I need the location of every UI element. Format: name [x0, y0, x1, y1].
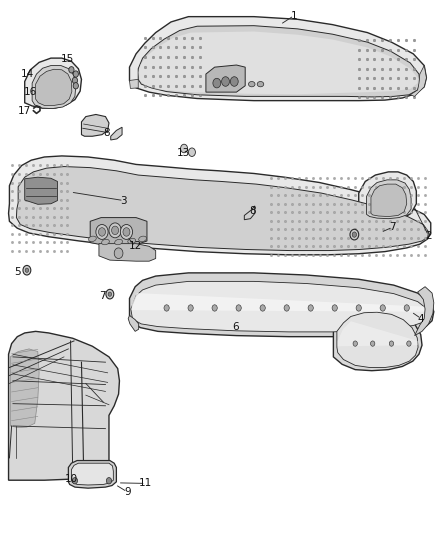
Circle shape: [164, 305, 169, 311]
Polygon shape: [81, 115, 109, 136]
Polygon shape: [415, 287, 434, 336]
Circle shape: [99, 228, 106, 236]
Text: 14: 14: [21, 69, 35, 79]
Circle shape: [332, 305, 337, 311]
Polygon shape: [130, 273, 434, 337]
Polygon shape: [71, 463, 113, 485]
Text: 16: 16: [24, 87, 37, 97]
Polygon shape: [111, 127, 122, 140]
Circle shape: [407, 341, 411, 346]
Text: 13: 13: [177, 148, 190, 158]
Circle shape: [389, 341, 394, 346]
Circle shape: [213, 78, 221, 88]
Circle shape: [109, 223, 121, 238]
Polygon shape: [132, 293, 430, 312]
Text: 8: 8: [250, 206, 256, 216]
Polygon shape: [32, 66, 76, 109]
Circle shape: [212, 305, 217, 311]
Circle shape: [106, 289, 114, 299]
Circle shape: [352, 232, 357, 237]
Polygon shape: [11, 349, 39, 427]
Circle shape: [73, 71, 78, 77]
Polygon shape: [9, 156, 431, 255]
Circle shape: [353, 341, 357, 346]
Ellipse shape: [139, 236, 146, 241]
Polygon shape: [25, 177, 57, 204]
Circle shape: [371, 341, 375, 346]
Text: 2: 2: [425, 231, 432, 241]
Polygon shape: [138, 31, 418, 94]
Circle shape: [123, 228, 130, 236]
Circle shape: [236, 305, 241, 311]
Circle shape: [308, 305, 313, 311]
Circle shape: [380, 305, 385, 311]
Circle shape: [96, 224, 108, 239]
Polygon shape: [206, 65, 245, 92]
Polygon shape: [131, 281, 430, 332]
Circle shape: [112, 226, 119, 235]
Polygon shape: [130, 17, 426, 101]
Polygon shape: [371, 184, 407, 216]
Polygon shape: [138, 26, 420, 97]
Text: 9: 9: [124, 487, 131, 497]
Text: 11: 11: [139, 479, 152, 488]
Polygon shape: [128, 316, 139, 332]
Ellipse shape: [248, 82, 255, 87]
Circle shape: [25, 268, 28, 272]
Text: 12: 12: [128, 241, 142, 251]
Polygon shape: [16, 166, 428, 251]
Circle shape: [188, 305, 193, 311]
Circle shape: [222, 77, 230, 86]
Ellipse shape: [115, 239, 123, 245]
Circle shape: [356, 305, 361, 311]
Text: 7: 7: [389, 222, 396, 232]
Polygon shape: [338, 321, 418, 346]
Circle shape: [69, 67, 74, 73]
Circle shape: [23, 265, 31, 275]
Text: 8: 8: [103, 127, 110, 138]
Text: 3: 3: [120, 196, 127, 206]
Polygon shape: [9, 332, 120, 480]
Text: 10: 10: [65, 474, 78, 483]
Polygon shape: [359, 172, 417, 222]
Circle shape: [284, 305, 289, 311]
Circle shape: [404, 305, 410, 311]
Polygon shape: [410, 66, 426, 96]
Text: 1: 1: [291, 11, 297, 21]
Text: 5: 5: [14, 267, 21, 277]
Polygon shape: [130, 79, 138, 88]
Polygon shape: [367, 180, 411, 219]
Polygon shape: [90, 217, 147, 245]
Text: 6: 6: [232, 322, 239, 332]
Polygon shape: [244, 206, 255, 220]
Ellipse shape: [257, 82, 264, 87]
Polygon shape: [337, 312, 418, 368]
Polygon shape: [99, 244, 155, 261]
Circle shape: [350, 229, 359, 240]
Text: 4: 4: [418, 313, 424, 324]
Circle shape: [73, 83, 78, 89]
Text: 7: 7: [99, 290, 105, 301]
Ellipse shape: [102, 239, 110, 245]
Circle shape: [114, 248, 123, 259]
Circle shape: [180, 144, 187, 153]
Text: 15: 15: [60, 54, 74, 64]
Polygon shape: [25, 58, 81, 108]
Circle shape: [120, 224, 133, 239]
Circle shape: [230, 77, 238, 86]
Polygon shape: [35, 69, 72, 106]
Polygon shape: [333, 308, 422, 370]
Circle shape: [188, 148, 195, 157]
Circle shape: [106, 478, 112, 484]
Ellipse shape: [128, 238, 136, 244]
Circle shape: [260, 305, 265, 311]
Text: 17: 17: [18, 106, 32, 116]
Circle shape: [72, 478, 78, 484]
Circle shape: [72, 77, 78, 84]
Ellipse shape: [88, 236, 96, 241]
Polygon shape: [68, 461, 117, 488]
Circle shape: [108, 292, 112, 296]
